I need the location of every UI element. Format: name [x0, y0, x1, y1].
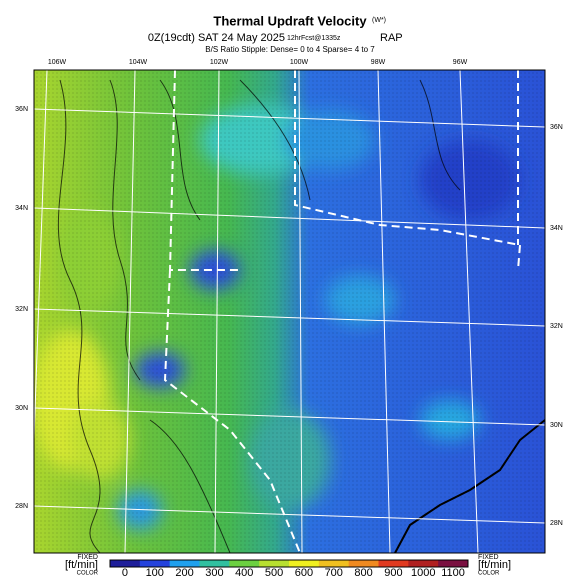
colorbar-unit-left: [ft/min]: [65, 559, 98, 571]
colorbar-tick-label: 900: [384, 567, 402, 579]
colorbar-segment: [289, 560, 320, 567]
colorbar-tick-label: 500: [265, 567, 283, 579]
colorbar-segment: [110, 560, 141, 567]
colorbar-segment: [438, 560, 469, 567]
colorbar-unit-left: FIXED: [77, 554, 98, 561]
lon-label: 98W: [371, 59, 386, 66]
colorbar-unit-right: [ft/min]: [478, 559, 511, 571]
colorbar-unit-right: FIXED: [478, 554, 499, 561]
colorbar-tick-label: 0: [122, 567, 128, 579]
title-suffix: (W*): [372, 17, 386, 24]
colorbar-segment: [139, 560, 171, 567]
lat-label-right: 28N: [550, 520, 563, 527]
colorbar-tick-label: 1000: [411, 567, 435, 579]
lat-label-left: 36N: [15, 106, 28, 113]
lon-label: 96W: [453, 59, 468, 66]
title: Thermal Updraft Velocity: [213, 13, 367, 28]
colorbar-tick-label: 200: [175, 567, 193, 579]
lon-label: 104W: [129, 59, 148, 66]
colorbar-tick-label: 800: [354, 567, 372, 579]
colorbar-tick-label: 300: [205, 567, 223, 579]
model: RAP: [380, 32, 403, 44]
colorbar-tick-label: 700: [325, 567, 343, 579]
stipple-note: B/S Ratio Stipple: Dense= 0 to 4 Sparse=…: [205, 45, 375, 54]
colorbar-tick-label: 1100: [441, 567, 465, 579]
lat-label-right: 36N: [550, 124, 563, 131]
lon-label: 106W: [48, 59, 67, 66]
lat-label-left: 34N: [15, 205, 28, 212]
lon-label: 102W: [210, 59, 229, 66]
lat-label-right: 30N: [550, 422, 563, 429]
map-field: [34, 70, 545, 553]
colorbar-segment: [229, 560, 260, 567]
lat-label-left: 30N: [15, 405, 28, 412]
colorbar-unit-right: COLOR: [478, 571, 500, 577]
colorbar-segment: [169, 560, 200, 567]
valid-time: 0Z(19cdt) SAT 24 May 2025: [148, 32, 285, 44]
colorbar-frame: [109, 559, 469, 568]
colorbar-segment: [348, 560, 379, 567]
lon-label: 100W: [290, 59, 309, 66]
colorbar-tick-label: 100: [146, 567, 164, 579]
colorbar-tick-label: 600: [295, 567, 313, 579]
colorbar-tick-label: 400: [235, 567, 253, 579]
map-frame: [33, 69, 546, 554]
colorbar-segment: [199, 560, 230, 567]
lat-label-left: 28N: [15, 503, 28, 510]
colorbar-segment: [318, 560, 350, 567]
colorbar-segment: [408, 560, 439, 567]
lat-label-right: 32N: [550, 323, 563, 330]
colorbar-segment: [259, 560, 290, 567]
lat-label-right: 34N: [550, 225, 563, 232]
lat-label-left: 32N: [15, 306, 28, 313]
forecast: 12hrFcst@1335z: [287, 35, 341, 42]
colorbar-segment: [378, 560, 409, 567]
colorbar-unit-left: COLOR: [77, 571, 99, 577]
